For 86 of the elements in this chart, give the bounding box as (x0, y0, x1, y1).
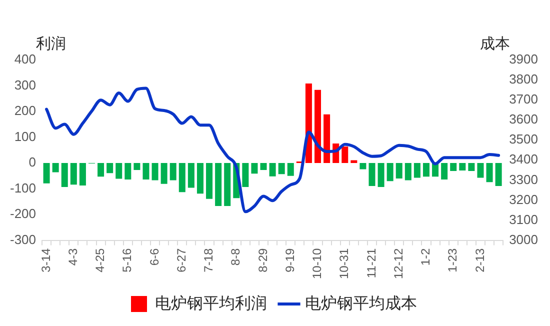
y2-tick-label: 3300 (509, 172, 538, 187)
bar (188, 163, 194, 188)
bar (52, 163, 59, 172)
bar (450, 163, 457, 172)
bar (287, 163, 294, 176)
bar (61, 163, 68, 187)
y-tick-label: -100 (10, 180, 36, 196)
legend-label: 电炉钢平均利润 (155, 294, 267, 312)
y-axis-title: 利润 (36, 36, 66, 53)
x-tick-label: 6-6 (147, 248, 162, 266)
bar (70, 163, 77, 185)
bar (251, 163, 258, 174)
bar (378, 163, 384, 187)
bar (124, 163, 132, 180)
bar (360, 163, 366, 170)
x-tick-label: 12-12 (391, 248, 406, 280)
line-series (45, 86, 500, 214)
y2-tick-label: 3100 (509, 212, 538, 227)
y2-tick-label: 3700 (509, 92, 538, 107)
bar (314, 90, 322, 164)
bar (459, 163, 466, 171)
bar (495, 163, 502, 186)
bar (386, 163, 394, 182)
y-tick-label: 0 (28, 154, 36, 170)
x-tick-label: 2-13 (472, 248, 487, 272)
y2-axis-title: 成本 (480, 36, 510, 53)
bar (106, 163, 114, 174)
bar (278, 163, 285, 174)
y-tick-label: 200 (14, 103, 36, 118)
x-tick-label: 8-8 (228, 248, 243, 266)
bar (196, 163, 204, 194)
y2-tick-label: 3200 (509, 192, 538, 207)
bar (404, 163, 412, 180)
bar (342, 146, 348, 164)
y-tick-label: -200 (10, 206, 36, 222)
bar (43, 163, 50, 184)
bar (305, 83, 312, 164)
y-tick-label: 100 (14, 128, 36, 144)
bar (160, 163, 168, 184)
x-tick-label: 1-2 (418, 248, 433, 266)
y2-tick-label: 3400 (509, 152, 538, 167)
x-tick-label: 6-27 (174, 248, 188, 272)
bar (206, 163, 213, 199)
bar (152, 163, 158, 180)
bar (134, 163, 140, 170)
bar (269, 163, 276, 176)
bar (260, 163, 267, 170)
x-tick-label: 1-23 (446, 248, 460, 272)
bar (422, 163, 430, 177)
x-tick-label: 3-14 (38, 248, 53, 272)
y-tick-label: 400 (14, 52, 36, 67)
bar (215, 163, 222, 206)
x-tick-label: 10-31 (337, 248, 352, 280)
bar (242, 163, 249, 187)
y2-tick-label: 3000 (509, 232, 538, 247)
bar (486, 163, 493, 182)
x-tick-label: 8-29 (256, 248, 270, 272)
bar (98, 163, 104, 177)
bar (477, 163, 484, 178)
x-tick-label: 5-16 (120, 248, 134, 272)
bar (324, 114, 330, 164)
bar (368, 163, 376, 186)
bar (224, 163, 231, 206)
x-tick-label: 10-10 (310, 248, 324, 280)
bar (468, 163, 475, 172)
bar (116, 163, 122, 179)
y2-tick-label: 3900 (509, 52, 538, 67)
x-tick-label: 9-19 (282, 248, 297, 272)
bar (396, 163, 402, 178)
y2-tick-label: 3600 (509, 112, 538, 127)
bar (170, 163, 176, 180)
y-tick-label: 300 (14, 77, 36, 92)
x-tick-label: 4-25 (93, 248, 108, 272)
bar (178, 163, 186, 192)
bar (441, 163, 448, 180)
x-tick-label: 4-3 (66, 248, 80, 266)
bar (142, 163, 150, 180)
x-tick-label: 11-21 (364, 248, 378, 278)
bar (350, 160, 358, 164)
bar (79, 163, 86, 186)
x-tick-label: 7-18 (202, 248, 216, 272)
y2-tick-label: 3800 (509, 72, 538, 87)
bar (414, 163, 420, 178)
y-tick-label: -300 (10, 232, 36, 247)
legend-label: 电炉钢平均成本 (305, 294, 417, 312)
y2-tick-label: 3500 (509, 132, 538, 147)
